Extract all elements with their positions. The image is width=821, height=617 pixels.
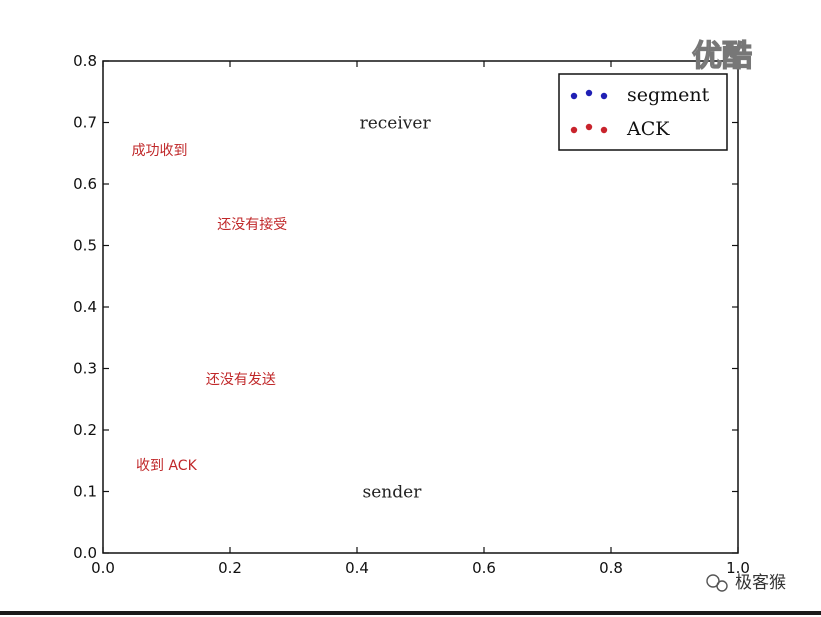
y-tick-label: 0.1	[73, 483, 97, 501]
x-tick-label: 0.6	[472, 559, 496, 577]
x-tick-label: 0.4	[345, 559, 369, 577]
x-tick-label: 0.2	[218, 559, 242, 577]
legend-marker	[570, 126, 578, 134]
wechat-icon	[706, 574, 728, 592]
x-tick-label: 0.0	[91, 559, 115, 577]
legend-marker	[600, 92, 608, 100]
y-tick-label: 0.3	[73, 360, 97, 378]
y-tick-label: 0.8	[73, 52, 97, 70]
brand-text: 极客猴	[735, 573, 786, 593]
legend-marker	[585, 89, 593, 97]
bottom-rule	[0, 611, 821, 615]
legend-marker	[585, 123, 593, 131]
y-tick-label: 0.2	[73, 421, 97, 439]
annotation-label: 还没有发送	[206, 372, 276, 388]
annotation-label: 收到 ACK	[136, 458, 198, 474]
legend-label: segment	[627, 84, 710, 106]
legend-label: ACK	[626, 118, 670, 140]
y-tick-label: 0.6	[73, 175, 97, 193]
y-tick-label: 0.4	[73, 298, 97, 316]
x-tick-label: 1.0	[726, 559, 750, 577]
legend-marker	[600, 126, 608, 134]
annotation-label: 还没有接受	[217, 216, 287, 233]
y-tick-label: 0.5	[73, 237, 97, 255]
watermark-text: 优酷	[692, 39, 752, 74]
legend-marker	[570, 92, 578, 100]
y-tick-label: 0.0	[73, 544, 97, 562]
legend-box	[558, 73, 728, 151]
y-tick-label: 0.7	[73, 114, 97, 132]
annotation-label: 成功收到	[132, 143, 188, 159]
sender-label: sender	[363, 483, 423, 503]
x-tick-label: 0.8	[599, 559, 623, 577]
receiver-label: receiver	[360, 114, 432, 134]
